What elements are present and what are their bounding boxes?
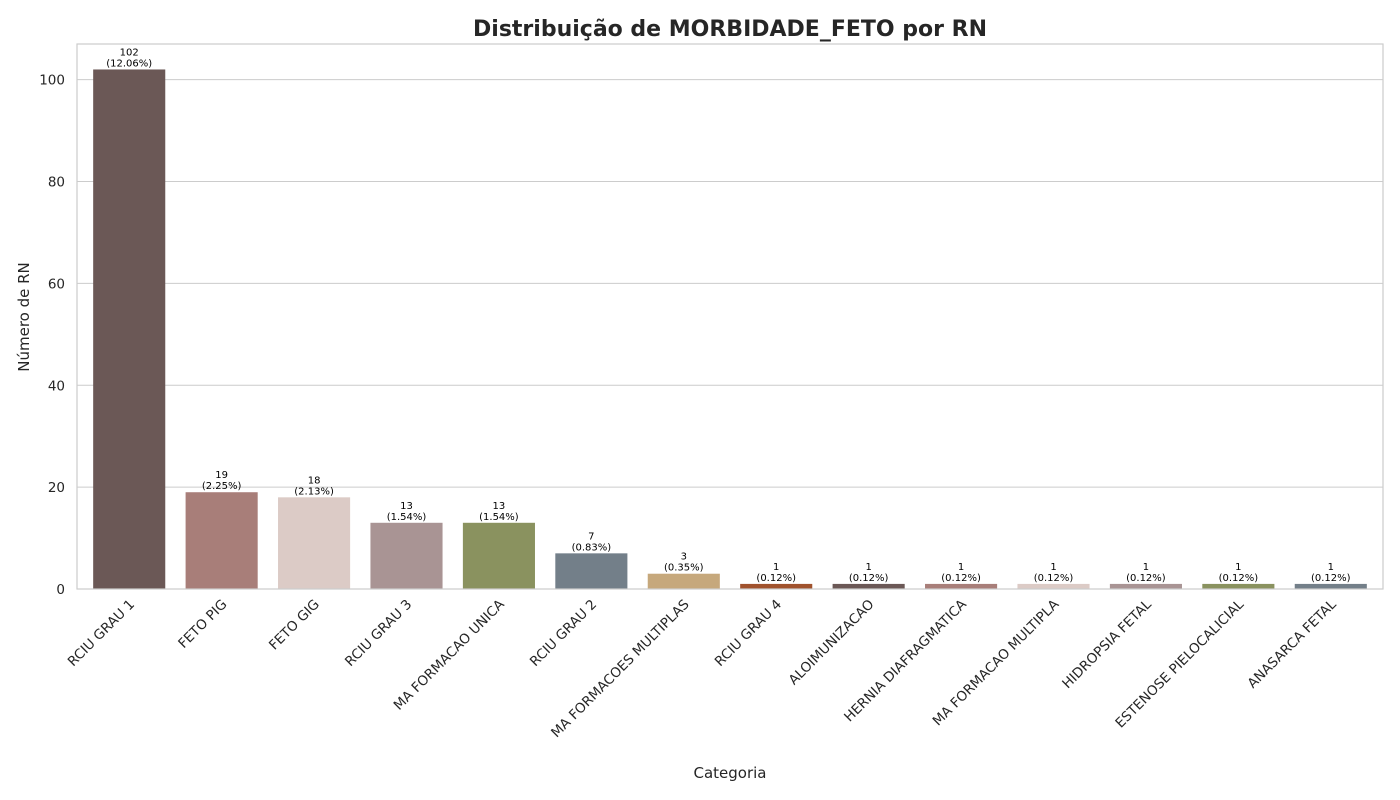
- bar: [370, 522, 443, 589]
- data-label-count: 13: [400, 501, 413, 512]
- data-label-count: 1: [1328, 562, 1334, 573]
- y-tick-label: 60: [48, 276, 65, 292]
- y-axis-label: Número de RN: [15, 262, 33, 372]
- x-tick-label: RCIU GRAU 1: [65, 597, 138, 670]
- x-tick-label: ALOIMUNIZACAO: [786, 597, 878, 689]
- data-label-percent: (0.12%): [849, 573, 889, 584]
- data-label-count: 3: [681, 552, 687, 563]
- data-label-count: 19: [215, 470, 228, 481]
- x-tick-label: FETO GIG: [266, 597, 323, 654]
- data-labels: 102(12.06%)19(2.25%)18(2.13%)13(1.54%)13…: [106, 47, 1350, 583]
- data-label-count: 1: [773, 562, 779, 573]
- bar: [740, 583, 813, 589]
- plot-frame: [76, 43, 1384, 590]
- data-label-count: 7: [588, 531, 594, 542]
- gridlines: [77, 79, 1383, 488]
- bar: [1202, 583, 1275, 589]
- bar: [555, 553, 628, 589]
- data-label-count: 1: [1050, 562, 1056, 573]
- y-tick-label: 0: [56, 582, 65, 598]
- data-label-count: 102: [120, 47, 139, 58]
- data-label-percent: (0.35%): [664, 563, 704, 574]
- data-label-count: 1: [865, 562, 871, 573]
- data-label-percent: (0.12%): [756, 573, 796, 584]
- y-tick-label: 40: [48, 378, 65, 394]
- x-tick-label: ANASARCA FETAL: [1244, 596, 1339, 691]
- y-tick-label: 100: [39, 73, 65, 89]
- data-label-count: 13: [493, 501, 506, 512]
- x-tick-label: RCIU GRAU 3: [342, 597, 415, 670]
- y-tick-label: 80: [48, 175, 65, 191]
- bar: [1017, 583, 1090, 589]
- bar: [925, 583, 998, 589]
- chart-title: Distribuição de MORBIDADE_FETO por RN: [473, 17, 987, 42]
- bar: [647, 573, 720, 589]
- data-label-percent: (2.13%): [294, 486, 334, 497]
- data-label-count: 1: [958, 562, 964, 573]
- x-tick-label: RCIU GRAU 4: [712, 597, 785, 670]
- y-tick-label: 20: [48, 480, 65, 496]
- bars: [93, 69, 1367, 590]
- x-tick-label: HIDROPSIA FETAL: [1059, 596, 1155, 692]
- data-label-percent: (0.12%): [1126, 573, 1166, 584]
- data-label-count: 18: [308, 475, 321, 486]
- bar: [93, 69, 166, 590]
- bar: [1294, 583, 1367, 589]
- bar: [1109, 583, 1182, 589]
- data-label-percent: (2.25%): [202, 481, 242, 492]
- y-axis-ticks: 0 20 40 60 80 100: [39, 73, 65, 598]
- x-tick-label: FETO PIG: [175, 597, 230, 652]
- data-label-percent: (0.12%): [1311, 573, 1351, 584]
- data-label-percent: (1.54%): [387, 512, 427, 523]
- data-label-percent: (0.12%): [941, 573, 981, 584]
- bar: [462, 522, 535, 589]
- data-label-count: 1: [1235, 562, 1241, 573]
- data-label-percent: (0.83%): [572, 542, 612, 553]
- bar: [832, 583, 905, 589]
- data-label-percent: (0.12%): [1034, 573, 1074, 584]
- x-axis-ticks: RCIU GRAU 1 FETO PIG FETO GIG RCIU GRAU 3MA…: [65, 596, 1340, 741]
- x-tick-label: RCIU GRAU 2: [527, 597, 600, 670]
- data-label-percent: (1.54%): [479, 512, 519, 523]
- x-axis-label: Categoria: [693, 764, 766, 782]
- data-label-percent: (12.06%): [106, 58, 152, 69]
- data-label-count: 1: [1143, 562, 1149, 573]
- data-label-percent: (0.12%): [1219, 573, 1259, 584]
- bar: [278, 497, 351, 589]
- bar: [185, 492, 258, 589]
